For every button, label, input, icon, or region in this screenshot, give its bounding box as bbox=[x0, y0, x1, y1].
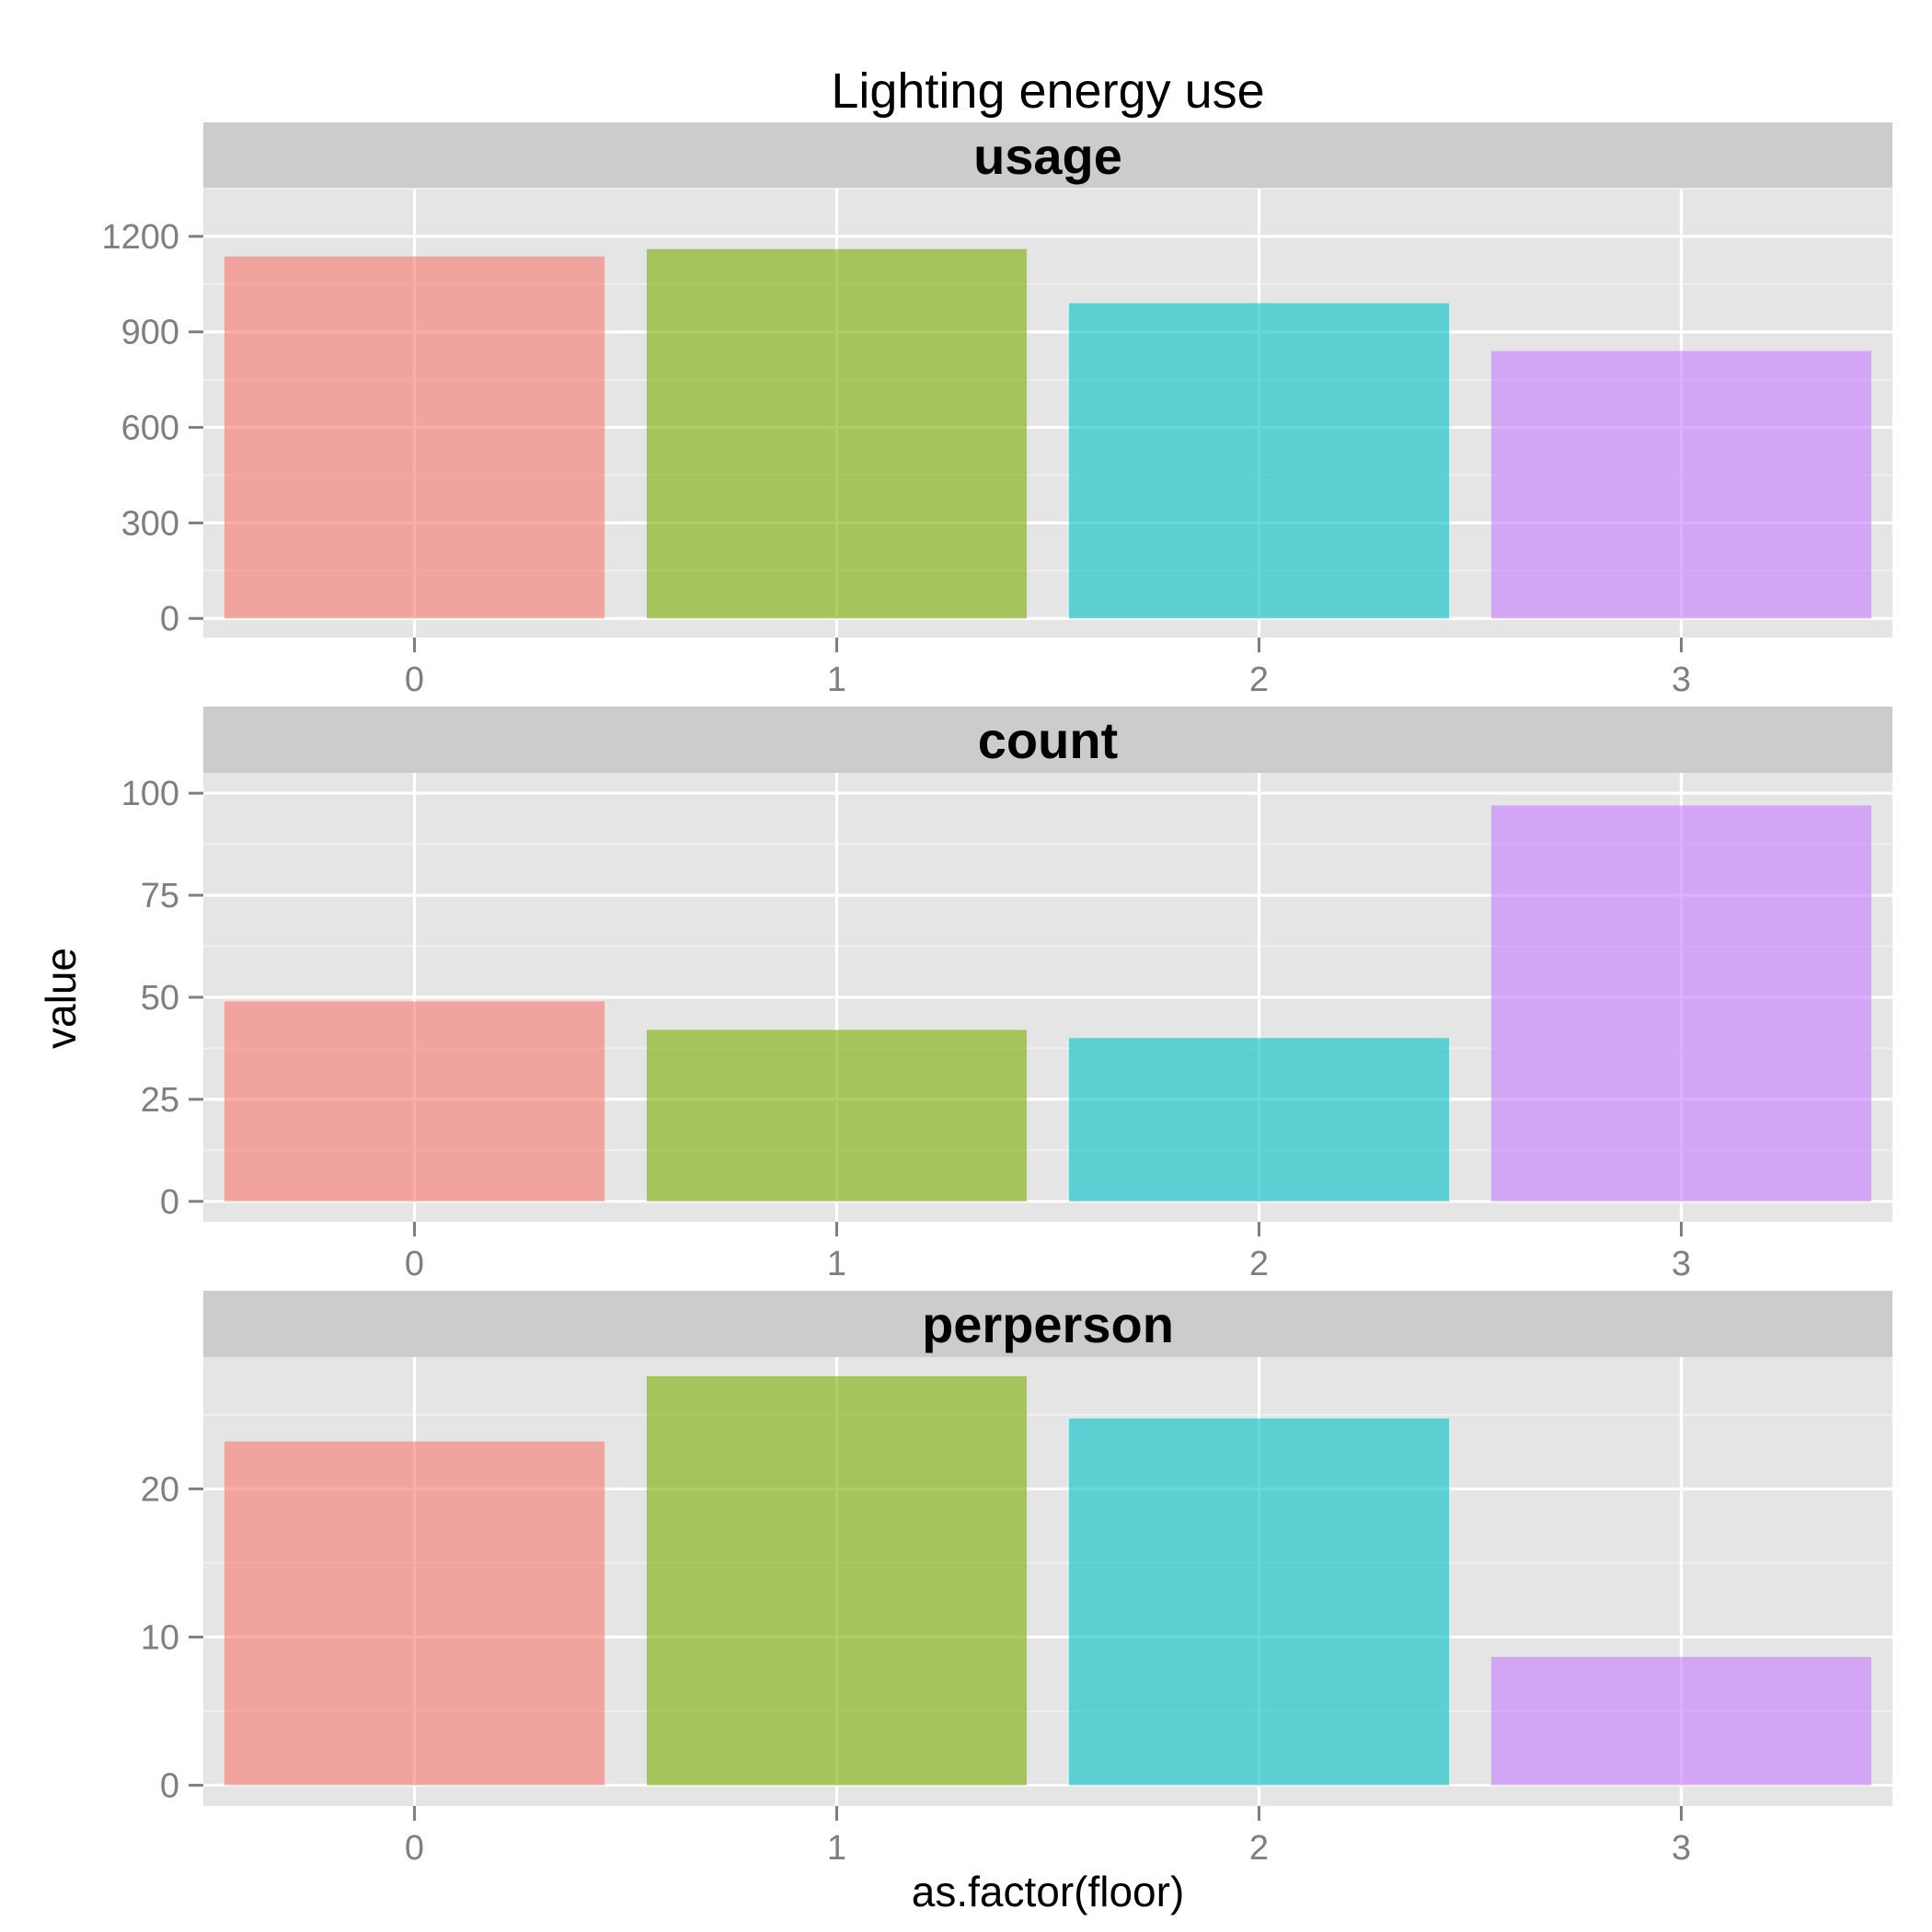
x-tick-label: 3 bbox=[1672, 661, 1691, 699]
facet-strip-usage bbox=[203, 122, 1892, 189]
y-tick-label: 50 bbox=[141, 979, 179, 1018]
bar-perperson-floor-2 bbox=[1068, 1418, 1450, 1786]
x-tick-label: 2 bbox=[1249, 1245, 1269, 1283]
y-tick-label: 900 bbox=[121, 314, 179, 352]
facet-strip-count bbox=[203, 707, 1892, 773]
bar-usage-floor-2 bbox=[1068, 303, 1450, 619]
chart-title: Lighting energy use bbox=[831, 63, 1264, 119]
y-tick-label: 300 bbox=[121, 504, 179, 543]
y-tick-label: 100 bbox=[121, 775, 179, 813]
facet-strip-perperson bbox=[203, 1291, 1892, 1357]
bar-perperson-floor-3 bbox=[1490, 1656, 1872, 1786]
bar-perperson-floor-1 bbox=[646, 1375, 1028, 1786]
bar-count-floor-3 bbox=[1490, 805, 1872, 1202]
y-tick-label: 0 bbox=[160, 600, 179, 638]
bar-perperson-floor-0 bbox=[224, 1441, 605, 1786]
y-tick-label: 20 bbox=[141, 1470, 179, 1509]
x-tick-label: 1 bbox=[827, 661, 846, 699]
facet-strip-label-usage: usage bbox=[973, 127, 1122, 185]
x-tick-label: 2 bbox=[1249, 661, 1269, 699]
y-tick-label: 1200 bbox=[101, 218, 179, 257]
y-tick-label: 0 bbox=[160, 1183, 179, 1222]
y-tick-label: 0 bbox=[160, 1766, 179, 1805]
x-axis-title: as.factor(floor) bbox=[912, 1868, 1185, 1915]
y-axis-title: value bbox=[37, 948, 85, 1049]
facet-strip-label-perperson: perperson bbox=[922, 1295, 1174, 1353]
bar-usage-floor-3 bbox=[1490, 351, 1872, 619]
y-tick-label: 600 bbox=[121, 409, 179, 448]
y-tick-label: 75 bbox=[141, 877, 179, 915]
y-tick-label: 25 bbox=[141, 1081, 179, 1120]
bar-count-floor-0 bbox=[224, 1001, 605, 1202]
x-tick-label: 0 bbox=[405, 1245, 424, 1283]
bar-usage-floor-0 bbox=[224, 256, 605, 619]
x-tick-label: 3 bbox=[1672, 1829, 1691, 1868]
x-tick-label: 1 bbox=[827, 1245, 846, 1283]
x-tick-label: 3 bbox=[1672, 1245, 1691, 1283]
x-tick-label: 0 bbox=[405, 661, 424, 699]
x-tick-label: 2 bbox=[1249, 1829, 1269, 1868]
x-tick-label: 0 bbox=[405, 1829, 424, 1868]
y-tick-label: 10 bbox=[141, 1618, 179, 1657]
facet-strip-label-count: count bbox=[978, 711, 1118, 769]
x-tick-label: 1 bbox=[827, 1829, 846, 1868]
bar-usage-floor-1 bbox=[646, 248, 1028, 619]
bar-count-floor-1 bbox=[646, 1029, 1028, 1202]
bar-count-floor-2 bbox=[1068, 1038, 1450, 1202]
